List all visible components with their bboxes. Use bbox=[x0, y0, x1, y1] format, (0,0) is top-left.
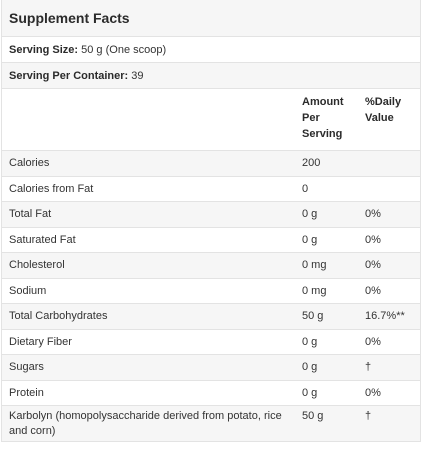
table-row: Dietary Fiber 0 g 0% bbox=[2, 328, 420, 355]
nutrient-daily-value: 0% bbox=[365, 284, 381, 297]
table-row: Total Carbohydrates 50 g 16.7%** bbox=[2, 303, 420, 329]
nutrient-amount: 50 g bbox=[302, 410, 324, 422]
nutrient-amount: 0 g bbox=[302, 208, 318, 221]
serving-size-row: Serving Size: 50 g (One scoop) bbox=[2, 36, 420, 62]
nutrient-name: Sodium bbox=[9, 284, 47, 297]
nutrient-amount: 200 bbox=[302, 157, 321, 170]
servings-per-container-label: Serving Per Container: bbox=[9, 69, 129, 82]
nutrient-daily-value: † bbox=[365, 410, 372, 422]
supplement-facts-table: Supplement Facts Serving Size: 50 g (One… bbox=[1, 0, 421, 442]
header-daily-value: %Daily Value bbox=[365, 96, 402, 124]
nutrient-daily-value: 0% bbox=[365, 386, 381, 399]
nutrient-name: Protein bbox=[9, 386, 44, 399]
nutrient-daily-value: 0% bbox=[365, 208, 381, 221]
table-row: Sodium 0 mg 0% bbox=[2, 277, 420, 304]
nutrient-name: Total Carbohydrates bbox=[9, 310, 108, 323]
nutrient-amount: 0 g bbox=[302, 386, 318, 399]
nutrient-daily-value: † bbox=[365, 361, 372, 374]
nutrient-name: Saturated Fat bbox=[9, 233, 76, 246]
header-amount: Amount Per Serving bbox=[302, 96, 344, 140]
nutrient-daily-value: 0% bbox=[365, 233, 381, 246]
nutrient-amount: 0 g bbox=[302, 233, 318, 246]
nutrient-name: Calories from Fat bbox=[9, 182, 94, 195]
table-row: Saturated Fat 0 g 0% bbox=[2, 226, 420, 253]
nutrient-name: Calories bbox=[9, 157, 50, 170]
facts-title: Supplement Facts bbox=[2, 0, 420, 36]
nutrient-name: Sugars bbox=[9, 361, 44, 374]
table-row: Calories 200 bbox=[2, 150, 420, 176]
serving-size-value: 50 g (One scoop) bbox=[81, 43, 167, 56]
nutrient-daily-value: 16.7%** bbox=[365, 310, 405, 323]
table-row: Total Fat 0 g 0% bbox=[2, 201, 420, 227]
nutrient-amount: 50 g bbox=[302, 310, 324, 323]
nutrient-amount: 0 g bbox=[302, 361, 318, 374]
table-row: Cholesterol 0 mg 0% bbox=[2, 252, 420, 278]
column-header-row: Amount Per Serving %Daily Value bbox=[2, 88, 420, 150]
nutrient-amount: 0 g bbox=[302, 335, 318, 348]
serving-size-label: Serving Size: bbox=[9, 43, 79, 56]
nutrient-name: Total Fat bbox=[9, 208, 52, 221]
table-row: Sugars 0 g † bbox=[2, 354, 420, 380]
nutrient-daily-value: 0% bbox=[365, 335, 381, 348]
nutrient-name: Cholesterol bbox=[9, 259, 65, 272]
nutrient-amount: 0 mg bbox=[302, 259, 327, 272]
nutrient-daily-value: 0% bbox=[365, 259, 381, 272]
table-row: Protein 0 g 0% bbox=[2, 379, 420, 406]
nutrient-name: Karbolyn (homopolysaccharide derived fro… bbox=[9, 410, 282, 437]
table-row: Calories from Fat 0 bbox=[2, 175, 420, 202]
table-row: Karbolyn (homopolysaccharide derived fro… bbox=[2, 405, 420, 441]
nutrient-name: Dietary Fiber bbox=[9, 335, 72, 348]
servings-per-container-row: Serving Per Container: 39 bbox=[2, 62, 420, 88]
nutrient-amount: 0 bbox=[302, 182, 309, 195]
servings-per-container-value: 39 bbox=[131, 69, 144, 82]
nutrient-amount: 0 mg bbox=[302, 284, 327, 297]
